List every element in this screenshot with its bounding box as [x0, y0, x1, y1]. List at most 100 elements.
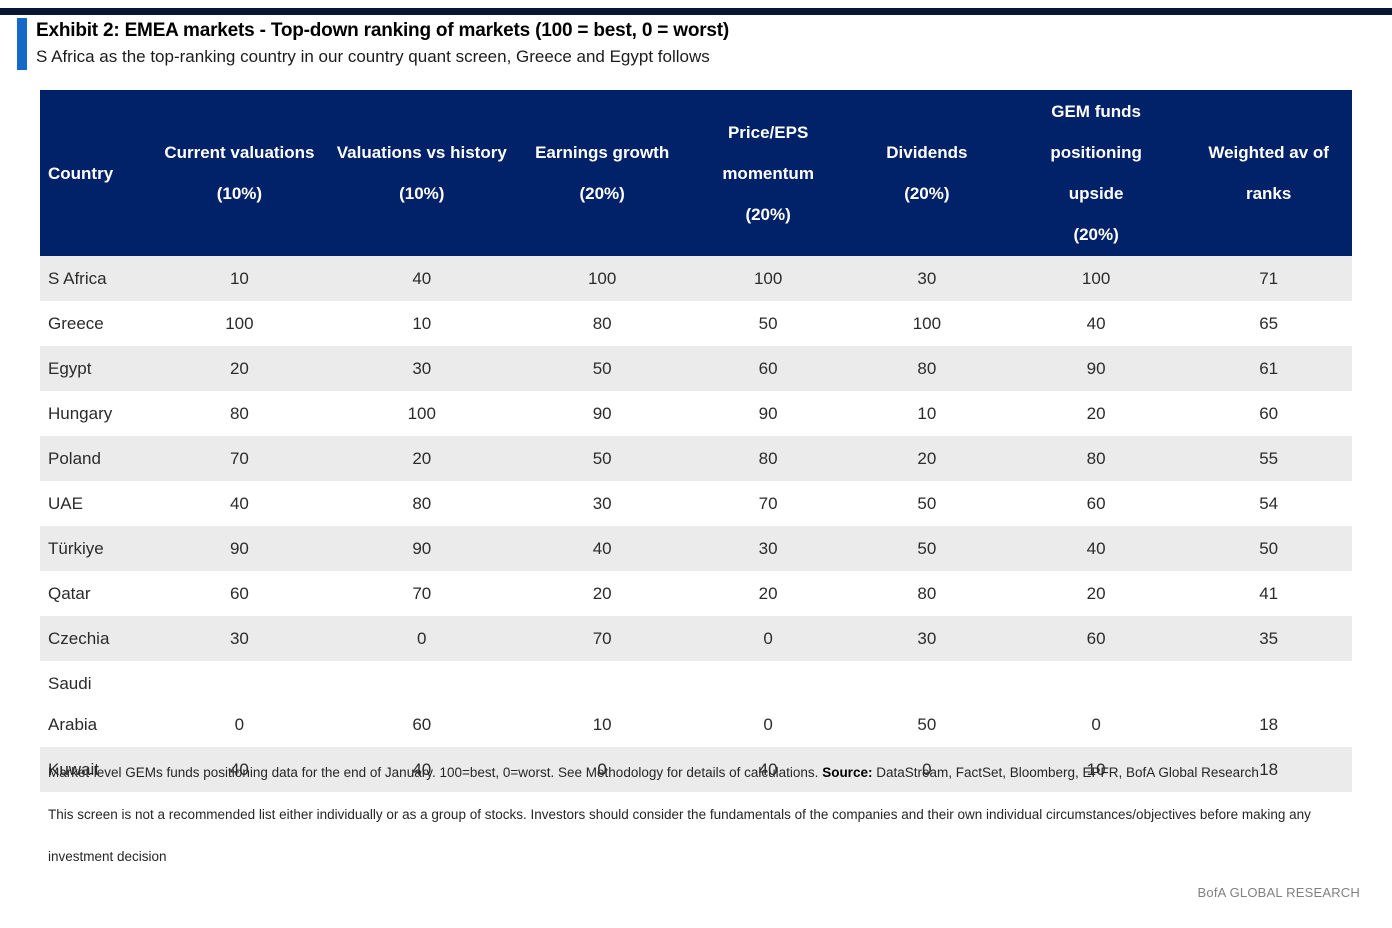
cell-value: 30: [846, 616, 1007, 661]
cell-value: 40: [514, 526, 690, 571]
cell-value: 41: [1185, 571, 1352, 616]
table-row: Türkiye 90 90 40 30 50 40 50: [40, 526, 1352, 571]
cell-value: 60: [150, 571, 329, 616]
column-header-line: Current valuations: [164, 143, 315, 162]
exhibit-titles: Exhibit 2: EMEA markets - Top-down ranki…: [36, 18, 729, 70]
cell-value: 20: [328, 436, 515, 481]
table-row: Qatar 60 70 20 20 80 20 41: [40, 571, 1352, 616]
cell-value: 40: [328, 256, 515, 301]
source-text: DataStream, FactSet, Bloomberg, EPFR, Bo…: [872, 765, 1259, 780]
column-header-line: Price/EPS: [727, 122, 809, 142]
column-header-current-valuations: Current valuations (10%): [150, 90, 329, 256]
footnote-note-text: Market-level GEMs funds positioning data…: [48, 765, 823, 780]
column-header-line: GEM funds positioning: [1050, 102, 1142, 162]
cell-value: 70: [328, 571, 515, 616]
column-header-line: Earnings growth: [535, 143, 670, 162]
cell-value: 54: [1185, 481, 1352, 526]
table-row: Egypt 20 30 50 60 80 90 61: [40, 346, 1352, 391]
cell-value: 20: [150, 346, 329, 391]
column-header-price-eps-momentum: Price/EPS momentum (20%): [689, 90, 847, 256]
footnote-source-line: Market-level GEMs funds positioning data…: [48, 752, 1352, 794]
cell-value: 0: [689, 661, 847, 747]
column-header-line: Country: [48, 163, 114, 183]
cell-value: 71: [1185, 256, 1352, 301]
table-body: S Africa 10 40 100 100 30 100 71 Greece 100 10 80 50…: [40, 256, 1352, 792]
cell-country: Qatar: [40, 571, 151, 616]
cell-value: 0: [150, 661, 329, 747]
exhibit-header: Exhibit 2: EMEA markets - Top-down ranki…: [17, 18, 1362, 70]
cell-value: 40: [328, 747, 515, 792]
cell-value: 35: [1185, 616, 1352, 661]
cell-value: 55: [1185, 436, 1352, 481]
cell-country: Greece: [40, 301, 151, 346]
table-row: Poland 70 20 50 80 20 80 55: [40, 436, 1352, 481]
column-header-weighted-av-of-ranks: Weighted av of ranks: [1185, 90, 1352, 256]
cell-value: 40: [1006, 526, 1186, 571]
cell-value: 30: [514, 481, 690, 526]
cell-value: 50: [689, 301, 847, 346]
cell-value: 30: [689, 526, 847, 571]
cell-value: 50: [1185, 526, 1352, 571]
cell-value: 30: [846, 256, 1007, 301]
cell-value: 80: [846, 571, 1007, 616]
cell-value: 90: [689, 391, 847, 436]
cell-value: 61: [1185, 346, 1352, 391]
cell-value: 80: [689, 436, 847, 481]
column-header-line: (20%): [579, 184, 625, 203]
footnote-disclaimer: This screen is not a recommended list ei…: [48, 807, 1311, 864]
exhibit-title: Exhibit 2: EMEA markets - Top-down ranki…: [36, 20, 730, 41]
column-header-line: (20%): [745, 204, 791, 224]
cell-value: 100: [1006, 256, 1186, 301]
cell-country: Czechia: [40, 616, 151, 661]
cell-value: 40: [150, 481, 329, 526]
cell-value: 90: [150, 526, 329, 571]
table-row: Greece 100 10 80 50 100 40 65: [40, 301, 1352, 346]
cell-value: 10: [846, 391, 1007, 436]
cell-country: Egypt: [40, 346, 151, 391]
footnotes: Market-level GEMs funds positioning data…: [48, 752, 1352, 878]
column-header-dividends: Dividends (20%): [846, 90, 1007, 256]
cell-value: 10: [1006, 747, 1186, 792]
cell-value: 40: [689, 747, 847, 792]
column-header-line: momentum: [722, 163, 814, 183]
cell-value: 90: [1006, 346, 1186, 391]
cell-value: 60: [1185, 391, 1352, 436]
cell-value: 70: [150, 436, 329, 481]
header-row: Country Current valuations (10%) Valuations…: [40, 90, 1352, 256]
column-header-line: ranks: [1245, 184, 1292, 203]
cell-value: 20: [689, 571, 847, 616]
cell-value: 65: [1185, 301, 1352, 346]
exhibit-accent-bar: [17, 18, 27, 70]
column-header-line: Dividends: [886, 143, 968, 162]
column-header-line: (10%): [216, 184, 263, 203]
cell-value: 30: [328, 346, 515, 391]
top-rule: [0, 8, 1392, 15]
cell-value: 40: [150, 747, 329, 792]
cell-value: 100: [846, 301, 1007, 346]
column-header-line: upside: [1068, 184, 1124, 203]
cell-value: 100: [689, 256, 847, 301]
cell-value: 70: [689, 481, 847, 526]
cell-country: UAE: [40, 481, 151, 526]
cell-country: S Africa: [40, 256, 151, 301]
cell-value: 0: [328, 616, 515, 661]
cell-value: 10: [150, 256, 329, 301]
cell-value: 18: [1185, 661, 1352, 747]
table-row: Hungary 80 100 90 90 10 20 60: [40, 391, 1352, 436]
cell-country: Hungary: [40, 391, 151, 436]
ranking-table: Country Current valuations (10%) Valuations…: [40, 90, 1352, 792]
table-row: Kuwait 40 40 0 40 0 10 18: [40, 747, 1352, 792]
table-row: Czechia 30 0 70 0 30 60 35: [40, 616, 1352, 661]
cell-value: 50: [846, 526, 1007, 571]
cell-value: 50: [846, 481, 1007, 526]
cell-value: 18: [1185, 747, 1352, 792]
cell-value: 100: [328, 391, 515, 436]
column-header-gem-funds-positioning-upside: GEM funds positioning upside (20%): [1006, 90, 1186, 256]
cell-value: 60: [1006, 616, 1186, 661]
column-header-line: (20%): [1073, 225, 1119, 244]
source-label: Source:: [822, 765, 873, 780]
cell-value: 80: [328, 481, 515, 526]
cell-value: 80: [1006, 436, 1186, 481]
cell-value: 80: [150, 391, 329, 436]
column-header-line: Valuations vs history: [336, 143, 507, 162]
